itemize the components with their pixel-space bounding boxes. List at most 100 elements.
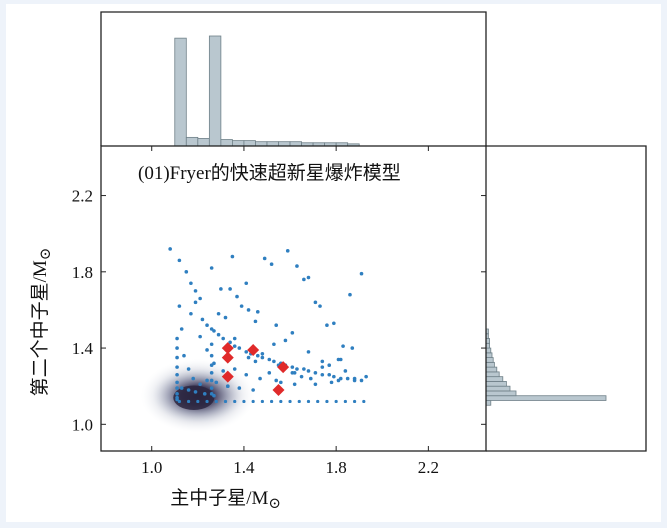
- baseline-point: [334, 399, 338, 404]
- x-tick-label: 1.8: [326, 458, 347, 477]
- sim-point: [302, 277, 306, 282]
- sim-point: [186, 388, 191, 392]
- baseline-point: [362, 399, 366, 404]
- sim-point: [343, 369, 348, 373]
- y-axis-label-text: 第二个中子星/M: [29, 260, 51, 396]
- right-hist-bar: [485, 385, 511, 392]
- sim-point: [175, 336, 179, 341]
- sim-point: [338, 357, 343, 362]
- right-hist-bar: [485, 361, 495, 368]
- sim-point: [350, 346, 355, 350]
- observed-points: [221, 342, 290, 396]
- y-tick-label: 1.0: [72, 415, 93, 434]
- density-heatmap: [140, 358, 255, 433]
- right-hist-bar: [485, 376, 504, 382]
- observed-point: [247, 343, 260, 356]
- sim-point: [225, 384, 230, 388]
- sim-point: [267, 357, 272, 362]
- baseline-point: [260, 399, 264, 404]
- y-tick-label: 1.4: [72, 339, 94, 358]
- sim-point: [191, 376, 196, 381]
- sim-point: [179, 386, 184, 390]
- sim-point: [253, 319, 258, 324]
- x-axis-label-text: 主中子星/M: [170, 487, 268, 509]
- top-hist-bar: [243, 140, 256, 147]
- density-peak: [173, 385, 215, 410]
- sim-point: [216, 311, 221, 316]
- chart-title: (01)Fryer的快速超新星爆炸模型: [138, 162, 401, 184]
- sim-point: [209, 371, 214, 375]
- top-histogram: [174, 35, 360, 147]
- sim-point: [244, 350, 249, 354]
- simulated-points: [168, 247, 368, 402]
- baseline-point: [297, 399, 301, 404]
- x-unit-symbol: ⊙: [268, 496, 281, 512]
- sim-point: [332, 374, 336, 379]
- sim-point: [205, 378, 209, 383]
- sim-point: [272, 342, 276, 347]
- sim-point: [237, 346, 242, 350]
- baseline-point: [233, 399, 237, 404]
- sim-point: [320, 372, 325, 377]
- top-hist-bar: [185, 136, 199, 147]
- sim-point: [232, 336, 237, 341]
- baseline-point: [306, 399, 311, 404]
- sim-point: [352, 376, 357, 381]
- sim-point: [193, 289, 198, 293]
- sim-point: [325, 323, 329, 327]
- sim-point: [186, 367, 191, 371]
- sim-point: [274, 378, 279, 383]
- sim-point: [341, 344, 345, 348]
- sim-point: [320, 359, 325, 364]
- baseline-point: [352, 399, 357, 404]
- sim-point: [216, 332, 221, 337]
- sim-point: [168, 247, 172, 251]
- sim-point: [209, 378, 214, 383]
- sim-point: [193, 390, 198, 394]
- sim-point: [209, 386, 214, 390]
- x-axis-label: 主中子星/M⊙: [170, 487, 281, 512]
- top-frame: [100, 11, 487, 146]
- observed-point: [221, 342, 234, 355]
- y-axis-label: 第二个中子星/M⊙: [29, 248, 54, 397]
- sim-point: [336, 378, 341, 383]
- sim-point: [223, 315, 228, 320]
- sim-point: [302, 367, 306, 371]
- sim-point: [175, 392, 179, 396]
- sim-point: [232, 367, 237, 371]
- baseline-point: [343, 399, 347, 404]
- sim-point: [246, 355, 251, 360]
- sim-point: [200, 317, 205, 322]
- baseline-point: [196, 399, 200, 404]
- sim-point: [313, 371, 318, 375]
- sim-point: [209, 266, 214, 270]
- sim-point: [175, 365, 179, 369]
- sim-point: [251, 388, 255, 392]
- top-hist-bar: [232, 140, 245, 147]
- sim-point: [184, 270, 189, 274]
- sim-point: [205, 323, 209, 327]
- y-tick-label: 1.8: [72, 263, 93, 282]
- joint-plot: 1.0 1.4 1.8 2.2 1.0 1.4 1.8 2.2 (01)Fryer的快速超新星…: [29, 11, 647, 512]
- sim-point: [244, 281, 249, 286]
- baseline-point: [325, 399, 329, 404]
- x-tick-label: 1.4: [233, 458, 255, 477]
- sim-point: [175, 386, 179, 390]
- sim-point: [175, 346, 179, 350]
- sim-point: [285, 249, 290, 253]
- sim-point: [306, 350, 311, 354]
- sim-point: [198, 382, 202, 387]
- sim-point: [329, 380, 334, 385]
- sim-point: [359, 378, 364, 383]
- sim-point: [175, 372, 179, 377]
- main-frame: [100, 145, 487, 452]
- x-tick-label: 2.2: [418, 458, 439, 477]
- sim-point: [198, 296, 202, 301]
- sim-point: [318, 304, 322, 308]
- sim-point: [209, 353, 214, 358]
- x-tick-label: 1.0: [141, 458, 162, 477]
- baseline-point: [242, 399, 246, 404]
- sim-point: [209, 392, 214, 396]
- chart-figure: 1.0 1.4 1.8 2.2 1.0 1.4 1.8 2.2 (01)Fryer的快速超新星…: [6, 4, 661, 522]
- sim-point: [313, 382, 318, 387]
